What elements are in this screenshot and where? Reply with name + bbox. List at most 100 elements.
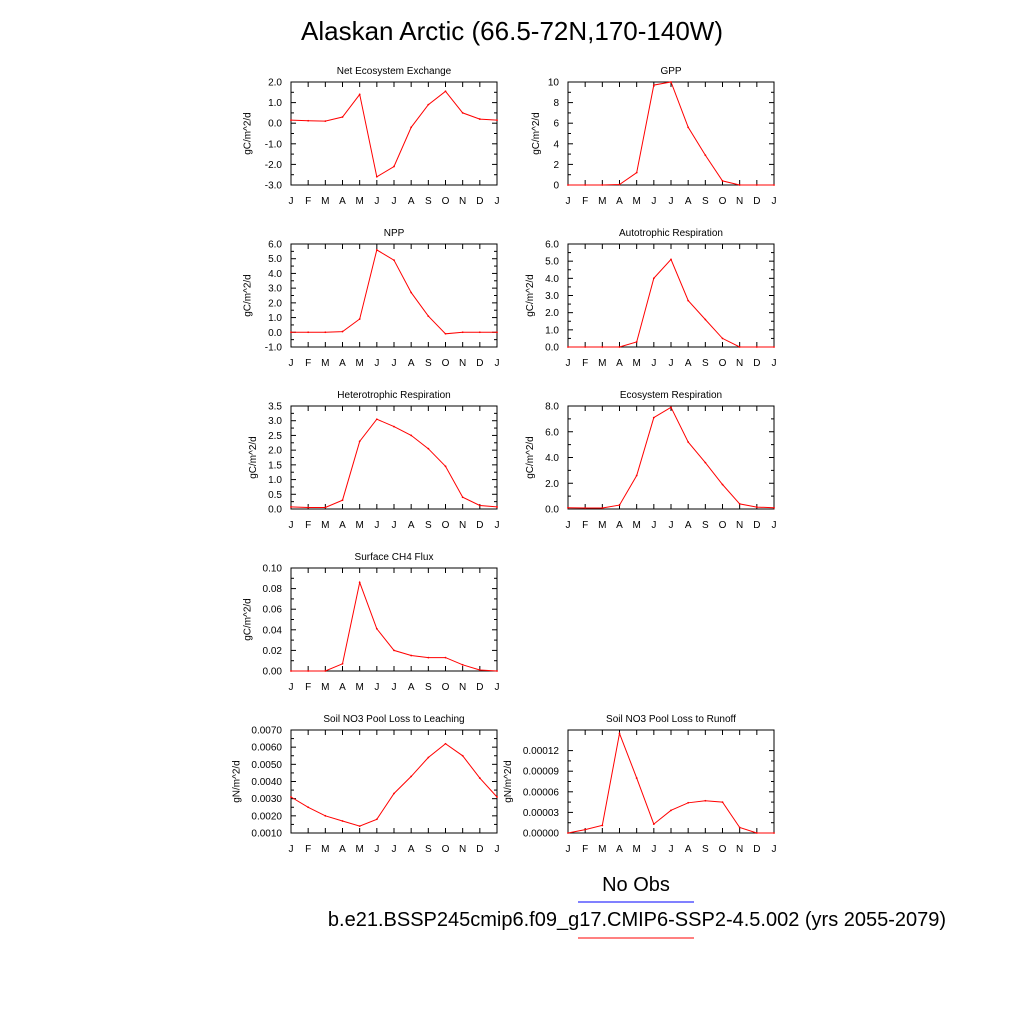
y-axis-label: gN/m^2/d [231, 760, 242, 803]
x-tick-label: S [702, 196, 709, 207]
plot-frame [290, 729, 498, 834]
data-point [721, 179, 724, 182]
data-point [721, 801, 724, 803]
x-tick-label: D [476, 682, 483, 693]
chart-title: Autotrophic Respiration [619, 228, 723, 239]
plot-frame [290, 81, 498, 186]
data-point [478, 331, 481, 334]
x-tick-label: O [442, 358, 450, 369]
data-point [358, 318, 361, 320]
y-axis-label: gC/m^2/d [248, 436, 259, 479]
data-point [324, 120, 327, 123]
data-point [375, 818, 378, 821]
x-tick-label: A [339, 844, 346, 855]
data-point [324, 670, 327, 672]
data-point [496, 119, 498, 122]
x-tick-label: J [374, 358, 379, 369]
y-tick-label: 0.0 [268, 119, 282, 130]
y-tick-label: 1.0 [268, 475, 282, 486]
data-point [444, 465, 447, 468]
series-line [290, 418, 498, 508]
y-tick-label: 0.0010 [251, 829, 282, 840]
data-point [704, 154, 707, 157]
x-tick-label: M [598, 358, 606, 369]
data-point [341, 499, 344, 502]
data-point [618, 732, 621, 735]
x-tick-label: N [459, 520, 466, 531]
y-tick-label: 3.0 [268, 416, 282, 427]
data-point [584, 184, 587, 186]
data-point [444, 90, 447, 93]
data-point [670, 809, 672, 812]
x-tick-label: J [566, 520, 571, 531]
data-point [618, 346, 621, 348]
data-point [461, 496, 464, 499]
data-point [358, 93, 361, 96]
x-tick-label: J [289, 196, 294, 207]
x-tick-label: J [566, 358, 571, 369]
x-tick-label: N [459, 844, 466, 855]
y-tick-label: 10 [548, 78, 560, 89]
y-tick-label: 0.0 [268, 328, 282, 339]
y-tick-label: 6.0 [268, 240, 282, 251]
data-point [410, 291, 413, 294]
data-point [307, 506, 310, 509]
data-point [375, 418, 378, 421]
x-tick-label: J [651, 520, 656, 531]
x-tick-label: N [459, 358, 466, 369]
x-tick-label: A [685, 520, 692, 531]
y-tick-label: 2.0 [268, 78, 282, 89]
y-tick-label: 3.5 [268, 402, 282, 413]
data-point [738, 502, 741, 505]
y-tick-label: -1.0 [265, 343, 283, 354]
data-point [324, 506, 327, 509]
x-tick-label: J [651, 358, 656, 369]
data-point [444, 332, 447, 335]
x-tick-label: M [321, 520, 329, 531]
x-tick-label: A [408, 196, 415, 207]
series-line [567, 731, 774, 834]
y-tick-label: 6.0 [545, 240, 559, 251]
x-tick-label: A [616, 358, 623, 369]
x-tick-label: A [685, 358, 692, 369]
x-tick-label: S [425, 682, 432, 693]
x-tick-label: A [339, 520, 346, 531]
x-tick-label: J [772, 196, 777, 207]
data-point [567, 184, 569, 186]
data-point [755, 832, 758, 834]
y-tick-label: 0.00 [263, 667, 283, 678]
y-tick-label: 0.0060 [251, 743, 282, 754]
x-tick-label: J [772, 844, 777, 855]
data-point [478, 669, 481, 671]
series-line [290, 90, 498, 178]
x-tick-label: M [632, 844, 640, 855]
data-point [738, 826, 741, 829]
x-tick-label: N [736, 358, 743, 369]
data-point [341, 820, 344, 822]
data-point [618, 183, 621, 186]
data-point [670, 81, 672, 83]
y-tick-label: 0.5 [268, 490, 282, 501]
x-tick-label: J [289, 844, 294, 855]
y-axis-label: gC/m^2/d [525, 436, 536, 479]
y-tick-label: 0.00009 [523, 767, 560, 778]
chart-title: Surface CH4 Flux [355, 552, 434, 563]
x-tick-label: A [408, 844, 415, 855]
x-tick-label: F [305, 682, 311, 693]
x-tick-label: F [305, 196, 311, 207]
x-tick-label: M [355, 196, 363, 207]
y-axis-label: gC/m^2/d [525, 274, 536, 317]
x-tick-label: N [736, 520, 743, 531]
data-point [478, 504, 481, 507]
data-point [652, 823, 655, 825]
y-tick-label: 0.00012 [523, 746, 560, 757]
series-line [567, 406, 775, 509]
x-tick-label: J [289, 682, 294, 693]
y-tick-label: 1.0 [268, 313, 282, 324]
y-tick-label: 3.0 [268, 284, 282, 295]
y-axis-label: gC/m^2/d [243, 598, 254, 641]
x-tick-label: J [374, 682, 379, 693]
